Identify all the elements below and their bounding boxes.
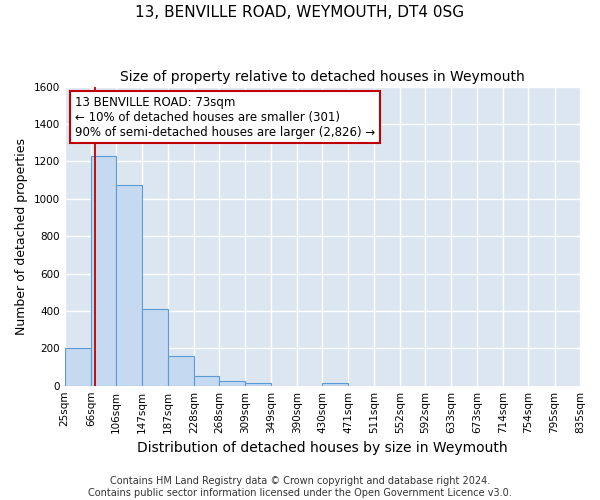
Text: 13 BENVILLE ROAD: 73sqm
← 10% of detached houses are smaller (301)
90% of semi-d: 13 BENVILLE ROAD: 73sqm ← 10% of detache… xyxy=(75,96,375,138)
Bar xyxy=(142,309,168,386)
Title: Size of property relative to detached houses in Weymouth: Size of property relative to detached ho… xyxy=(120,70,525,84)
Bar xyxy=(322,383,349,386)
Y-axis label: Number of detached properties: Number of detached properties xyxy=(15,138,28,334)
Bar xyxy=(168,356,194,386)
Bar xyxy=(91,156,116,386)
Bar xyxy=(116,184,142,386)
Text: Contains HM Land Registry data © Crown copyright and database right 2024.
Contai: Contains HM Land Registry data © Crown c… xyxy=(88,476,512,498)
X-axis label: Distribution of detached houses by size in Weymouth: Distribution of detached houses by size … xyxy=(137,441,508,455)
Bar xyxy=(245,383,271,386)
Bar xyxy=(65,348,91,386)
Bar xyxy=(219,381,245,386)
Text: 13, BENVILLE ROAD, WEYMOUTH, DT4 0SG: 13, BENVILLE ROAD, WEYMOUTH, DT4 0SG xyxy=(136,5,464,20)
Bar xyxy=(194,376,219,386)
